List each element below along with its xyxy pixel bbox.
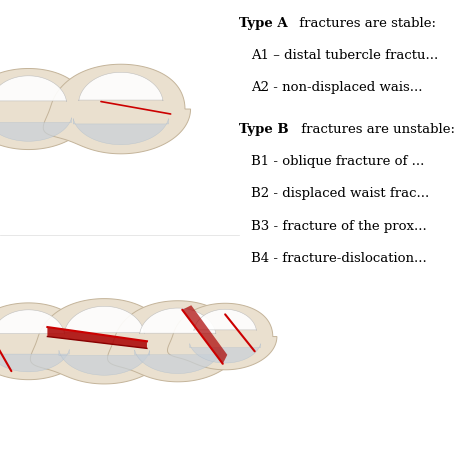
Text: fractures are unstable:: fractures are unstable: bbox=[297, 123, 455, 136]
Polygon shape bbox=[135, 350, 221, 374]
Polygon shape bbox=[182, 305, 227, 364]
Text: B3 - fracture of the prox...: B3 - fracture of the prox... bbox=[251, 219, 427, 233]
Polygon shape bbox=[140, 308, 216, 334]
Polygon shape bbox=[0, 76, 66, 101]
Polygon shape bbox=[108, 301, 241, 382]
Polygon shape bbox=[0, 349, 69, 372]
Polygon shape bbox=[190, 344, 261, 363]
Text: B1 - oblique fracture of ...: B1 - oblique fracture of ... bbox=[251, 155, 425, 168]
Text: B2 - displaced waist frac...: B2 - displaced waist frac... bbox=[251, 187, 429, 201]
Polygon shape bbox=[0, 303, 88, 380]
Polygon shape bbox=[30, 299, 171, 384]
Text: A1 – distal tubercle fractu...: A1 – distal tubercle fractu... bbox=[251, 49, 438, 62]
Polygon shape bbox=[73, 118, 168, 145]
Polygon shape bbox=[0, 310, 64, 334]
Polygon shape bbox=[0, 69, 91, 149]
Polygon shape bbox=[0, 118, 72, 141]
Polygon shape bbox=[194, 309, 256, 330]
Text: fractures are stable:: fractures are stable: bbox=[295, 17, 436, 29]
Text: Type A: Type A bbox=[239, 17, 288, 29]
Polygon shape bbox=[167, 303, 277, 370]
Text: Type B: Type B bbox=[239, 123, 289, 136]
Polygon shape bbox=[43, 64, 191, 154]
Polygon shape bbox=[59, 350, 150, 375]
Text: B4 - fracture-dislocation...: B4 - fracture-dislocation... bbox=[251, 252, 427, 265]
Text: A2 - non-displaced wais...: A2 - non-displaced wais... bbox=[251, 81, 423, 94]
Polygon shape bbox=[64, 306, 145, 334]
Polygon shape bbox=[47, 327, 147, 348]
Polygon shape bbox=[79, 73, 163, 101]
